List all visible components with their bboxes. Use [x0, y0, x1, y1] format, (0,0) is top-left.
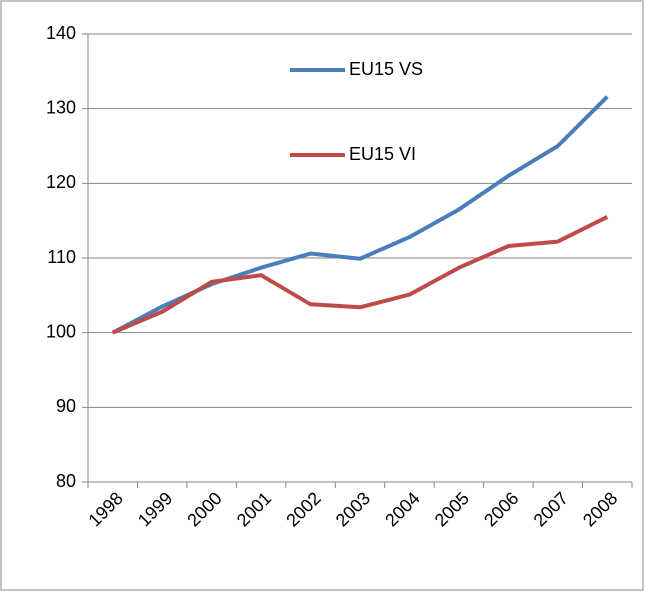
legend-label: EU15 VS [349, 59, 423, 79]
y-tick-label: 130 [46, 97, 76, 117]
y-tick-label: 140 [46, 23, 76, 43]
y-tick-label: 80 [56, 471, 76, 491]
legend-label: EU15 VI [349, 144, 416, 164]
series-line [111, 215, 609, 335]
y-tick-label: 120 [46, 172, 76, 192]
y-tick-label: 110 [47, 247, 76, 267]
y-tick-label: 90 [56, 396, 76, 416]
y-tick-label: 100 [46, 321, 76, 341]
